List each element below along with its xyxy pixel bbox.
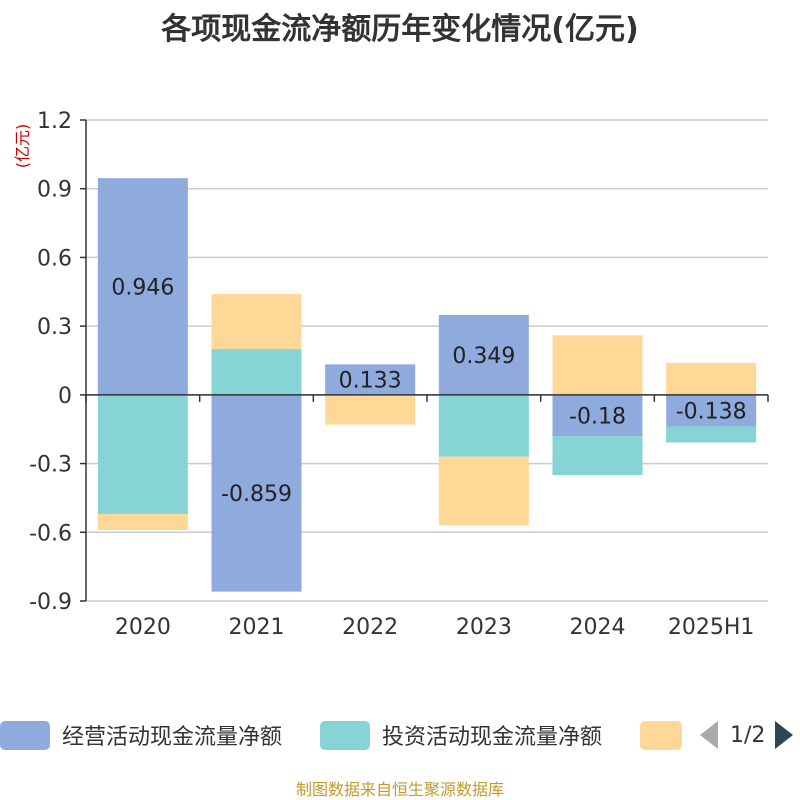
legend-swatch-operating — [0, 720, 50, 750]
bar-2-2020 — [97, 513, 188, 530]
data-label: -0.18 — [569, 404, 626, 429]
bar-1-2025H1 — [666, 426, 757, 443]
legend-item-financing[interactable] — [640, 720, 694, 750]
bar-0-2023 — [438, 314, 529, 395]
x-tick-label: 2023 — [456, 615, 512, 640]
legend-pager: 1/2 — [700, 720, 794, 750]
data-label: 0.349 — [452, 344, 515, 369]
labels-layer: 1.2 0.9 0.6 0.3 0 -0.3 -0.6 -0.9 2020 2021 2022 202… — [13, 109, 754, 640]
chart-plot: 1.2 0.9 0.6 0.3 0 -0.3 -0.6 -0.9 2020 2021 2022 202… — [13, 109, 769, 640]
x-tick-label: 2024 — [570, 615, 626, 640]
y-tick-label: -0.6 — [29, 521, 72, 546]
axis-layer — [80, 119, 769, 602]
bar-0-2022 — [325, 364, 416, 395]
y-tick-label: 0 — [58, 384, 72, 409]
bar-2-2021 — [211, 294, 302, 350]
chart-title: 各项现金流净额历年变化情况(亿元) — [161, 12, 639, 47]
pager-text: 1/2 — [730, 722, 766, 748]
bar-1-2024 — [552, 436, 643, 476]
legend-item-operating[interactable]: 经营活动现金流量净额 — [0, 720, 282, 750]
legend-item-investing[interactable]: 投资活动现金流量净额 — [320, 720, 602, 750]
legend-label-investing: 投资活动现金流量净额 — [382, 725, 603, 750]
bar-2-2025H1 — [666, 362, 757, 395]
y-axis-label: (亿元) — [13, 124, 32, 169]
y-tick-label: 0.9 — [37, 178, 72, 203]
bar-1-2023 — [438, 394, 529, 457]
grid-layer — [86, 119, 768, 602]
bar-2-2022 — [325, 394, 416, 425]
data-label: 0.133 — [339, 369, 402, 394]
x-tick-label: 2025H1 — [668, 615, 755, 640]
pager-next-icon[interactable] — [775, 721, 794, 749]
y-tick-label: 0.6 — [37, 246, 72, 271]
x-tick-label: 2020 — [115, 615, 171, 640]
bar-0-2024 — [552, 394, 643, 437]
bar-1-2021 — [211, 349, 302, 395]
data-label: -0.859 — [221, 482, 292, 507]
x-tick-label: 2022 — [342, 615, 398, 640]
bar-1-2020 — [97, 394, 188, 514]
y-tick-label: 1.2 — [37, 109, 72, 134]
bar-2-2024 — [552, 335, 643, 395]
bar-0-2021 — [211, 394, 302, 592]
data-label: 0.946 — [111, 276, 174, 301]
legend: 经营活动现金流量净额 投资活动现金流量净额 1/2 — [0, 712, 800, 756]
bars-layer — [97, 178, 757, 592]
bar-0-2025H1 — [666, 394, 757, 427]
x-tick-label: 2021 — [229, 615, 285, 640]
bar-0-2020 — [97, 178, 188, 395]
legend-swatch-investing — [320, 720, 370, 750]
y-tick-label: -0.9 — [29, 590, 72, 615]
legend-label-operating: 经营活动现金流量净额 — [62, 725, 283, 750]
pager-prev-icon[interactable] — [700, 721, 718, 749]
bar-2-2023 — [438, 456, 529, 526]
source-note: 制图数据来自恒生聚源数据库 — [295, 780, 504, 799]
y-tick-label: 0.3 — [37, 315, 72, 340]
data-label: -0.138 — [676, 400, 747, 425]
y-tick-label: -0.3 — [29, 453, 72, 478]
legend-swatch-financing — [640, 720, 682, 750]
